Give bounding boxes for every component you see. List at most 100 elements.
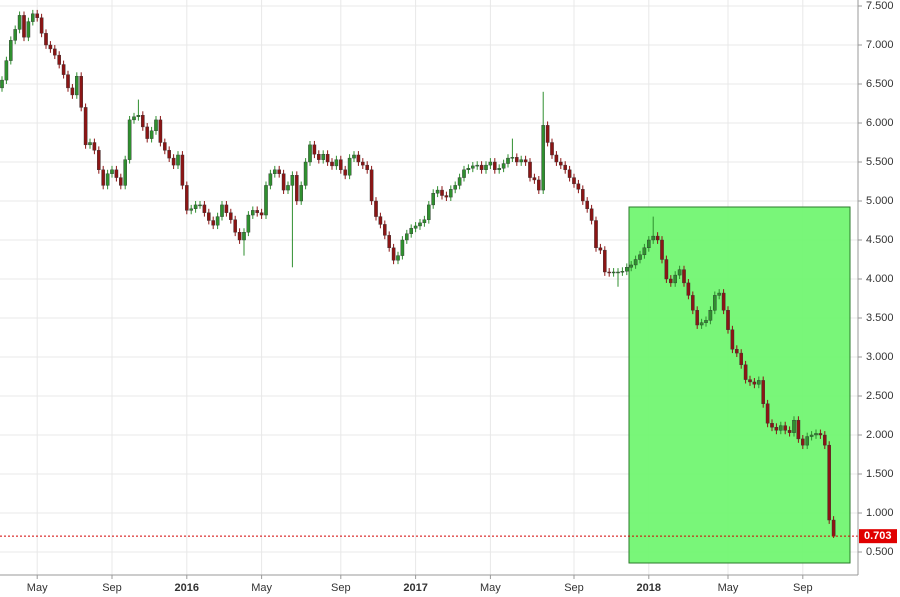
- candle-body: [149, 130, 154, 139]
- candle-body: [39, 17, 44, 34]
- x-tick-label: May: [480, 582, 501, 594]
- candle-body: [413, 225, 418, 229]
- candle-body: [61, 64, 66, 75]
- candle-body: [686, 282, 691, 296]
- candle-body: [96, 150, 101, 171]
- y-tick-label: 5.000: [866, 195, 894, 207]
- candle-body: [611, 271, 616, 274]
- candle-body: [796, 419, 801, 440]
- candle-body: [471, 165, 475, 169]
- candle-body: [647, 239, 651, 248]
- candle-body: [484, 164, 488, 170]
- candle-body: [215, 216, 220, 226]
- candle-body: [805, 436, 809, 446]
- candle-body: [831, 519, 836, 537]
- x-tick-label: 2017: [403, 582, 427, 594]
- candle-body: [721, 292, 726, 311]
- y-tick-label: 3.500: [866, 312, 894, 324]
- candle-body: [330, 161, 334, 167]
- candle-body: [501, 163, 506, 169]
- candle-body: [545, 125, 550, 143]
- x-tick-label: Sep: [564, 582, 584, 594]
- candle-body: [189, 208, 194, 211]
- candle-body: [774, 427, 779, 431]
- candle-body: [818, 433, 823, 436]
- candle-body: [792, 419, 796, 433]
- candle-body: [105, 173, 110, 186]
- candle-body: [66, 74, 70, 89]
- x-tick-label: 2016: [175, 582, 199, 594]
- candle-body: [136, 114, 141, 117]
- candle-body: [70, 87, 75, 96]
- candle-body: [184, 185, 189, 211]
- candle-body: [730, 329, 735, 350]
- candle-body: [567, 169, 572, 178]
- candle-body: [603, 249, 607, 273]
- candle-body: [242, 231, 246, 241]
- candle-body: [57, 54, 61, 65]
- candle-body: [453, 185, 458, 190]
- candle-body: [88, 142, 92, 146]
- candle-body: [171, 157, 176, 166]
- candle-body: [457, 177, 462, 186]
- candle-body: [13, 29, 18, 41]
- candle-body: [770, 423, 774, 428]
- candle-body: [387, 235, 392, 249]
- candle-body: [361, 161, 365, 166]
- candle-body: [101, 169, 105, 186]
- x-tick-label: May: [251, 582, 272, 594]
- candle-body: [224, 204, 229, 213]
- candle-body: [259, 212, 264, 216]
- candle-body: [48, 44, 53, 50]
- candle-body: [708, 310, 713, 321]
- candle-body: [154, 119, 158, 131]
- candle-body: [176, 154, 180, 166]
- y-tick-label: 7.000: [866, 39, 894, 51]
- candle-body: [321, 153, 326, 160]
- y-tick-label: 4.000: [866, 273, 894, 285]
- candle-body: [193, 204, 198, 209]
- candle-body: [787, 430, 792, 433]
- candle-body: [180, 154, 185, 186]
- candle-body: [669, 278, 673, 284]
- y-tick-label: 6.500: [866, 78, 894, 90]
- candle-body: [462, 169, 466, 178]
- candle-body: [79, 75, 83, 108]
- candle-body: [317, 153, 321, 160]
- candle-body: [4, 60, 9, 81]
- labels: 0.500 1.000 1.500 2.000 2.500 3.000 3.500 4.000…: [27, 0, 897, 594]
- candle-body: [488, 161, 493, 166]
- candle-body: [132, 116, 136, 121]
- candle-body: [506, 157, 510, 164]
- last-price-box: [859, 529, 897, 544]
- candle-body: [523, 159, 528, 163]
- candle-body: [655, 235, 660, 241]
- candle-body: [233, 219, 238, 233]
- candle-body: [695, 310, 699, 326]
- candle-body: [823, 434, 827, 446]
- candle-body: [682, 269, 686, 284]
- candle-body: [664, 259, 669, 280]
- candles: [0, 9, 858, 538]
- candle-body: [22, 15, 26, 38]
- candle-body: [365, 164, 370, 170]
- candle-body: [475, 164, 480, 167]
- candle-body: [510, 157, 515, 159]
- candle-body: [757, 380, 761, 385]
- last-price-label: 0.703: [864, 530, 892, 542]
- candle-body: [633, 259, 638, 266]
- candle-body: [167, 150, 172, 159]
- candle-body: [308, 144, 312, 163]
- candle-body: [589, 208, 594, 221]
- candle-body: [435, 189, 440, 194]
- candle-body: [158, 119, 163, 143]
- candle-body: [237, 231, 242, 241]
- y-tick-label: 0.500: [866, 546, 894, 558]
- candle-body: [726, 310, 730, 330]
- candle-body: [532, 177, 537, 181]
- candle-body: [162, 142, 167, 151]
- candle-body: [220, 204, 224, 217]
- candle-body: [699, 322, 704, 326]
- candle-body: [765, 403, 770, 424]
- candle-body: [400, 239, 405, 256]
